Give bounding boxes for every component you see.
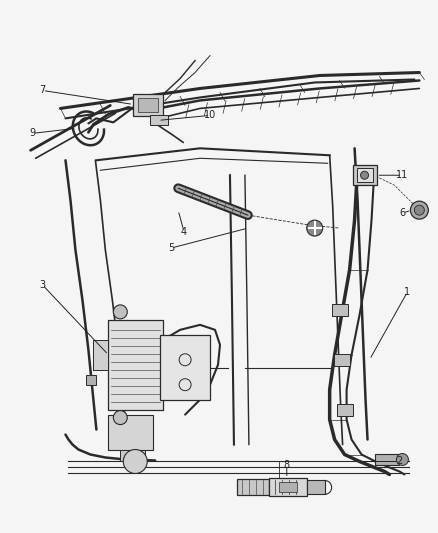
Circle shape	[396, 454, 407, 465]
Bar	[108, 415, 153, 449]
Circle shape	[113, 305, 127, 319]
Bar	[356, 168, 372, 182]
Bar	[278, 482, 296, 492]
Circle shape	[306, 220, 322, 236]
Text: 11: 11	[396, 170, 408, 180]
Text: 4: 4	[180, 227, 187, 237]
Text: 3: 3	[39, 280, 46, 290]
Bar	[237, 480, 268, 495]
Bar	[133, 94, 163, 116]
Bar	[120, 449, 145, 462]
Text: 6: 6	[399, 208, 405, 218]
Bar	[93, 340, 108, 370]
Bar	[108, 320, 163, 410]
Bar	[268, 479, 306, 496]
Text: 10: 10	[203, 110, 215, 120]
Circle shape	[360, 171, 367, 179]
Circle shape	[123, 449, 147, 473]
Circle shape	[413, 205, 424, 215]
Bar	[306, 480, 324, 495]
Text: 2: 2	[396, 456, 402, 466]
Text: 8: 8	[283, 461, 289, 471]
Bar	[160, 335, 209, 400]
Circle shape	[410, 201, 427, 219]
Bar	[374, 454, 399, 465]
Bar	[86, 375, 96, 385]
Bar	[336, 403, 352, 416]
Text: 9: 9	[29, 128, 35, 139]
Text: 5: 5	[168, 243, 174, 253]
Bar	[138, 99, 158, 112]
Bar	[333, 354, 349, 366]
Circle shape	[113, 410, 127, 425]
Bar	[150, 116, 168, 125]
Text: 1: 1	[403, 287, 410, 297]
Bar	[352, 165, 376, 185]
Text: 7: 7	[39, 85, 46, 95]
Bar	[331, 304, 347, 316]
